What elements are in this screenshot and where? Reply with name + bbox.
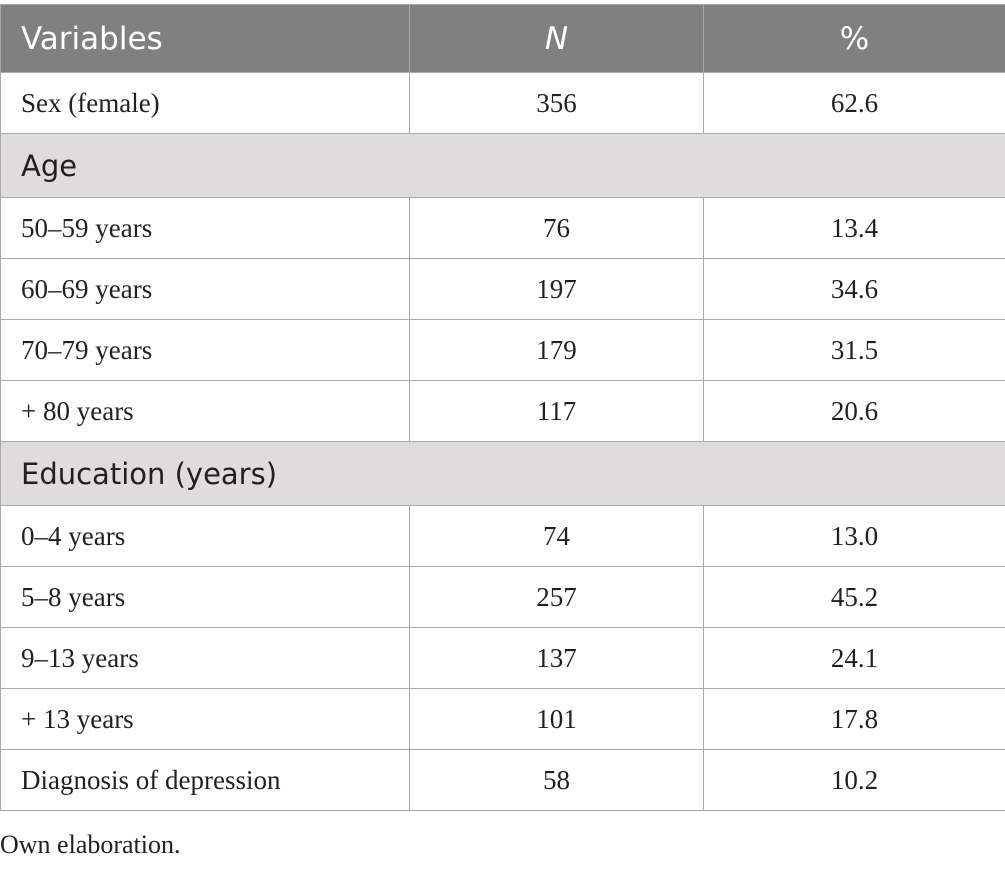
table-row: + 13 years 101 17.8 [0, 688, 1005, 750]
row-label: 70–79 years [0, 319, 410, 381]
row-percent: 10.2 [703, 749, 1005, 811]
row-n: 137 [409, 627, 704, 689]
row-n: 197 [409, 258, 704, 320]
table-row: 70–79 years 179 31.5 [0, 319, 1005, 381]
section-title-age: Age [0, 133, 1005, 198]
row-n: 76 [409, 197, 704, 259]
table-row: 9–13 years 137 24.1 [0, 627, 1005, 689]
section-row-age: Age [0, 133, 1005, 198]
row-percent: 34.6 [703, 258, 1005, 320]
row-percent: 31.5 [703, 319, 1005, 381]
row-n: 58 [409, 749, 704, 811]
row-n: 101 [409, 688, 704, 750]
table-row: 60–69 years 197 34.6 [0, 258, 1005, 320]
row-percent: 13.0 [703, 505, 1005, 567]
row-n: 179 [409, 319, 704, 381]
header-n: N [409, 4, 704, 73]
table-row: Diagnosis of depression 58 10.2 [0, 749, 1005, 811]
section-title-education: Education (years) [0, 441, 1005, 506]
row-percent: 24.1 [703, 627, 1005, 689]
header-variables: Variables [0, 4, 410, 73]
row-label: 50–59 years [0, 197, 410, 259]
row-label: 0–4 years [0, 505, 410, 567]
table-row: 50–59 years 76 13.4 [0, 197, 1005, 259]
row-label: 5–8 years [0, 566, 410, 628]
row-percent: 62.6 [703, 72, 1005, 134]
row-label: 9–13 years [0, 627, 410, 689]
row-percent: 45.2 [703, 566, 1005, 628]
row-percent: 13.4 [703, 197, 1005, 259]
header-row: Variables N % [0, 4, 1005, 73]
table-row: Sex (female) 356 62.6 [0, 72, 1005, 134]
section-row-education: Education (years) [0, 441, 1005, 506]
row-label: + 13 years [0, 688, 410, 750]
row-n: 117 [409, 380, 704, 442]
table-row: 0–4 years 74 13.0 [0, 505, 1005, 567]
row-label: Sex (female) [0, 72, 410, 134]
row-percent: 17.8 [703, 688, 1005, 750]
table-footnote: Own elaboration. [0, 830, 181, 859]
table-row: 5–8 years 257 45.2 [0, 566, 1005, 628]
row-n: 257 [409, 566, 704, 628]
row-label: 60–69 years [0, 258, 410, 320]
row-n: 74 [409, 505, 704, 567]
row-percent: 20.6 [703, 380, 1005, 442]
demographics-table: Variables N % Sex (female) 356 62.6 Age … [0, 4, 1005, 811]
row-label: + 80 years [0, 380, 410, 442]
row-label: Diagnosis of depression [0, 749, 410, 811]
table-row: + 80 years 117 20.6 [0, 380, 1005, 442]
row-n: 356 [409, 72, 704, 134]
header-percent: % [703, 4, 1005, 73]
